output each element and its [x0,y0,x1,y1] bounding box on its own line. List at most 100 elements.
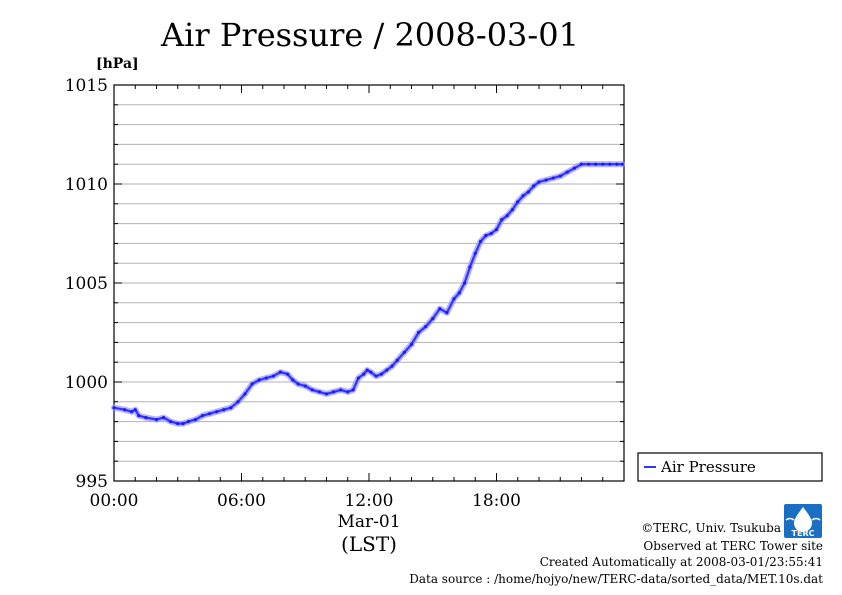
data-point [601,162,605,166]
data-point [351,388,355,392]
data-point [379,372,383,376]
x-tick-label: 00:00 [90,491,139,511]
data-point [278,370,283,374]
data-point [374,374,378,378]
data-point [526,190,530,194]
data-point [331,390,336,394]
data-point [303,384,307,388]
series-air-pressure [111,161,626,427]
water-drop-icon [794,507,812,532]
data-point [362,372,366,376]
data-point [390,364,394,368]
wave-icon [785,517,821,521]
data-point [144,416,148,420]
x-tick-label: 06:00 [217,491,266,511]
data-point [154,418,159,422]
data-point [424,324,428,329]
data-point [510,208,515,212]
credit-observed: Observed at TERC Tower site [643,539,823,553]
legend-box [637,452,823,482]
data-point [551,176,555,180]
data-point [186,420,190,424]
data-point [123,408,127,412]
data-point [200,414,205,418]
data-point [473,251,477,255]
data-point [133,408,137,412]
y-tick-label: 1000 [65,373,108,393]
data-point [516,200,520,204]
data-point [489,231,493,236]
data-point [271,374,275,378]
x-tick-label: 12:00 [345,491,394,511]
data-point [500,218,504,222]
data-point [586,162,591,166]
data-point [558,174,562,178]
data-point [532,184,536,188]
data-point [215,410,219,414]
data-point [608,162,612,166]
data-point [112,406,116,410]
data-point [193,418,198,422]
data-point [385,368,389,372]
terc-logo: TERC [784,504,822,538]
data-point [452,297,456,301]
data-point [285,372,290,376]
x-axis-timezone-label: (LST) [341,532,397,556]
data-point [222,408,226,412]
x-axis-ticks: 00:00 06:00 12:00 18:00 [90,85,625,511]
y-tick-label: 1015 [65,76,108,96]
data-point [236,400,240,404]
chart-title: Air Pressure / 2008-03-01 [160,16,579,54]
data-point [615,162,619,166]
y-axis-unit: [hPa] [96,56,139,72]
data-point [409,342,414,346]
data-point [494,227,499,232]
data-point [317,390,322,394]
data-point [457,291,461,295]
y-tick-label: 1010 [65,175,108,195]
data-point [594,162,598,166]
data-point [365,368,369,372]
data-point [243,392,247,396]
y-axis-ticks: 995 1000 1005 1010 1015 [65,76,624,492]
data-point [505,214,509,218]
data-point [176,421,180,426]
credit-copyright: ©TERC, Univ. Tsukuba [641,521,781,535]
x-axis-date-label: Mar-01 [337,512,400,532]
data-point [137,414,141,418]
data-point [229,406,233,410]
data-point [572,166,577,170]
data-point [544,178,548,182]
data-point [169,420,173,424]
data-point [291,378,295,382]
series-line [113,163,623,425]
credit-source: Data source : /home/hojyo/new/TERC-data/… [409,572,823,586]
data-point [356,376,360,380]
data-point [296,382,300,386]
credit-created: Created Automatically at 2008-03-01/23:5… [540,555,823,569]
data-point [478,239,483,244]
legend: Air Pressure [637,452,823,482]
data-point [537,180,541,184]
data-point [438,307,442,311]
data-point [620,162,624,166]
x-tick-label: 18:00 [472,491,521,511]
data-point [310,388,314,392]
data-point [208,412,212,416]
data-point [161,416,166,420]
y-tick-label: 995 [76,472,108,492]
data-point [468,265,472,269]
data-point [369,370,373,374]
logo-text: TERC [792,529,815,538]
data-point [484,233,488,238]
data-point [445,311,449,315]
data-point [346,390,350,394]
data-point [339,388,343,392]
data-point [264,376,268,380]
data-point [257,378,261,382]
data-point [395,358,399,362]
data-point [181,421,185,426]
data-point [324,392,329,396]
y-tick-label: 1005 [65,274,108,294]
series-halo [111,161,626,427]
